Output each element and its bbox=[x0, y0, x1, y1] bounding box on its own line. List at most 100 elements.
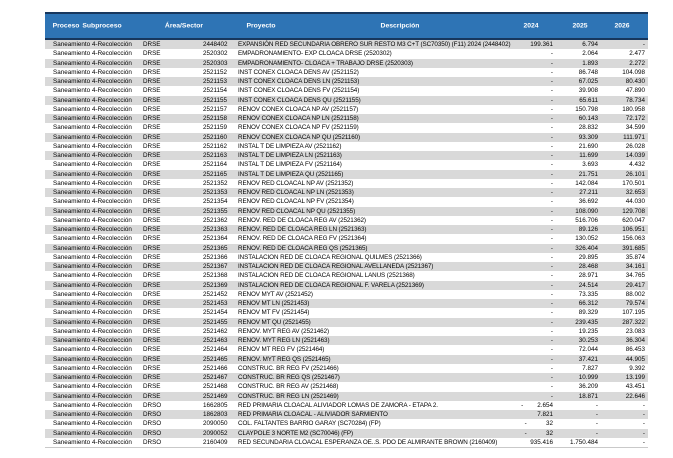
table-row: Saneamiento 4-Recolección DRSE 2521353 RENOV… bbox=[45, 188, 648, 198]
cell-subproceso: 4-Recolección bbox=[92, 318, 132, 326]
cell-y2026: 29.417 bbox=[625, 281, 645, 289]
budget-table: Proceso Subproceso Área/Sector Proyecto … bbox=[45, 12, 648, 448]
cell-y2026: 34.599 bbox=[625, 124, 645, 132]
cell-area-sector: DRSE bbox=[143, 133, 161, 141]
cell-y2025: 6.794 bbox=[582, 41, 598, 48]
cell-area-sector: DRSE bbox=[143, 161, 161, 169]
table-row: Saneamiento 4-Recolección DRSE 2521363 RENOV… bbox=[45, 225, 648, 235]
table-row: Saneamiento 4-Recolección DRSO 2160409 RED S… bbox=[45, 438, 648, 447]
cell-area-sector: DRSE bbox=[143, 87, 161, 95]
cell-area-sector: DRSE bbox=[143, 392, 161, 400]
cell-y2024: - bbox=[550, 198, 553, 206]
table-row: Saneamiento 4-Recolección DRSE 2521159 RENOV… bbox=[45, 123, 648, 132]
cell-descripcion: INST CONEX CLOACA DENS FV (2521154) bbox=[238, 87, 360, 95]
cell-y2025: 36.692 bbox=[578, 198, 598, 206]
cell-area-sector: DRSE bbox=[143, 105, 161, 113]
cell-y2026: 35.874 bbox=[625, 253, 645, 261]
cell-area-sector: DRSE bbox=[143, 281, 161, 289]
cell-y2026: 111.971 bbox=[623, 133, 645, 141]
cell-y2026: 107.195 bbox=[622, 309, 645, 317]
cell-area-sector: DRSE bbox=[143, 244, 161, 252]
column-header-proceso: Proceso bbox=[52, 22, 80, 30]
cell-y2024: - bbox=[550, 290, 553, 298]
table-row: Saneamiento 4-Recolección DRSE 2521367 INSTA… bbox=[45, 262, 648, 272]
cell-area-sector: DRSE bbox=[143, 189, 161, 196]
cell-proyecto: 2521463 bbox=[203, 337, 228, 344]
cell-y2026: 4.432 bbox=[629, 161, 645, 169]
table-row: Saneamiento 4-Recolección DRSE 2521369 INSTA… bbox=[45, 280, 648, 290]
cell-area-sector: DRSE bbox=[143, 300, 161, 307]
table-row: Saneamiento 4-Recolección DRSE 2521152 INST … bbox=[45, 68, 648, 77]
cell-proyecto: 2521364 bbox=[203, 235, 228, 243]
cell-area-sector: DRSE bbox=[143, 235, 161, 243]
cell-proyecto: 2521465 bbox=[203, 355, 228, 363]
cell-y2025: 60.143 bbox=[578, 115, 598, 122]
cell-subproceso: 4-Recolección bbox=[92, 41, 132, 48]
cell-proyecto: 2521467 bbox=[203, 374, 228, 381]
table-row: Saneamiento 4-Recolección DRSE 2521355 RENOV… bbox=[45, 206, 648, 216]
cell-descripcion: RENOV RED CLOACAL NP LN (2521353) bbox=[238, 189, 354, 196]
cell-descripcion: INST CONEX CLOACA DENS AV (2521152) bbox=[238, 68, 359, 76]
cell-descripcion: INSTALACION RED DE CLOACA REGIONAL AVELL… bbox=[238, 263, 434, 270]
cell-proyecto: 2521154 bbox=[203, 87, 228, 95]
cell-proceso: Saneamiento bbox=[53, 401, 91, 409]
cell-area-sector: DRSE bbox=[143, 207, 161, 215]
column-header-descripcion: Descripción bbox=[380, 22, 420, 30]
cell-proyecto: 2160409 bbox=[203, 438, 228, 446]
cell-area-sector: DRSE bbox=[143, 374, 161, 381]
cell-area-sector: DRSE bbox=[143, 198, 161, 206]
table-row: Saneamiento 4-Recolección DRSE 2521158 RENOV… bbox=[45, 114, 648, 124]
cell-y2025: 108.090 bbox=[575, 207, 598, 215]
cell-descripcion: CONSTRUC. BR REG QS (2521467) bbox=[238, 374, 340, 381]
cell-proceso: Saneamiento bbox=[53, 438, 91, 446]
cell-subproceso: 4-Recolección bbox=[92, 78, 132, 85]
cell-y2026: 22.646 bbox=[625, 392, 645, 400]
cell-proceso: Saneamiento bbox=[53, 300, 91, 307]
cell-y2024: - bbox=[550, 207, 553, 215]
cell-descripcion: RENOV MYT AV (2521452) bbox=[238, 290, 313, 298]
cell-proceso: Saneamiento bbox=[53, 337, 91, 344]
table-row: Saneamiento 4-Recolección DRSE 2521160 RENOV… bbox=[45, 132, 648, 142]
table-body: Saneamiento 4-Recolección DRSE 2448402 EXPAN… bbox=[45, 40, 648, 448]
cell-y2025: 3.693 bbox=[582, 161, 598, 169]
cell-proceso: Saneamiento bbox=[53, 207, 91, 215]
cell-y2025: 28.468 bbox=[578, 263, 598, 270]
cell-y2024: - bbox=[550, 392, 553, 400]
cell-descripcion: RED PRIMARIA CLOACAL ALIVIADOR LOMAS DE … bbox=[238, 401, 438, 409]
cell-y2024: - bbox=[550, 170, 553, 178]
cell-proceso: Saneamiento bbox=[53, 346, 91, 354]
table-row: Saneamiento 4-Recolección DRSE 2521468 CONST… bbox=[45, 382, 648, 391]
cell-proyecto: 2521362 bbox=[203, 216, 228, 224]
cell-y2024: - bbox=[550, 364, 553, 372]
cell-area-sector: DRSE bbox=[143, 263, 161, 270]
cell-y2025: 37.421 bbox=[578, 355, 598, 363]
cell-proceso: Saneamiento bbox=[53, 244, 91, 252]
cell-y2024: - bbox=[550, 115, 553, 122]
table-row: Saneamiento 4-Recolección DRSE 2521454 RENOV… bbox=[45, 308, 648, 317]
table-row: Saneamiento 4-Recolección DRSE 2521366 INSTA… bbox=[45, 253, 648, 262]
cell-y2024: - bbox=[550, 253, 553, 261]
cell-y2024: - bbox=[550, 59, 553, 67]
cell-y2025: 39.908 bbox=[578, 87, 598, 95]
cell-area-sector: DRSE bbox=[143, 78, 161, 85]
cell-y2025: 89.329 bbox=[578, 309, 598, 317]
cell-proyecto: 2521354 bbox=[203, 198, 228, 206]
cell-area-sector: DRSE bbox=[143, 309, 161, 317]
table-row: Saneamiento 4-Recolección DRSE 2521354 RENOV… bbox=[45, 197, 648, 206]
cell-area-sector: DRSE bbox=[143, 355, 161, 363]
cell-subproceso: 4-Recolección bbox=[92, 161, 132, 169]
table-row: Saneamiento 4-Recolección DRSE 2521165 INSTA… bbox=[45, 169, 648, 179]
cell-proceso: Saneamiento bbox=[53, 68, 91, 76]
cell-proyecto: 2521367 bbox=[203, 263, 228, 270]
cell-y2024: - bbox=[550, 152, 553, 159]
cell-y2024: - bbox=[550, 189, 553, 196]
table-row: Saneamiento 4-Recolección DRSE 2521154 INST … bbox=[45, 86, 648, 95]
cell-subproceso: 4-Recolección bbox=[92, 420, 132, 428]
cell-subproceso: 4-Recolección bbox=[92, 115, 132, 122]
cell-descripcion: EMPADRONAMIENTO- CLOACA + TRABAJO DRSE (… bbox=[238, 59, 413, 67]
cell-subproceso: 4-Recolección bbox=[92, 309, 132, 317]
cell-y2025: 29.895 bbox=[578, 253, 598, 261]
cell-descripcion: CONSTRUC. BR REG AV (2521468) bbox=[238, 383, 339, 391]
cell-descripcion: RENOV. RED DE CLOACA REG QS (2521365) bbox=[238, 244, 368, 252]
cell-proceso: Saneamiento bbox=[53, 78, 91, 85]
